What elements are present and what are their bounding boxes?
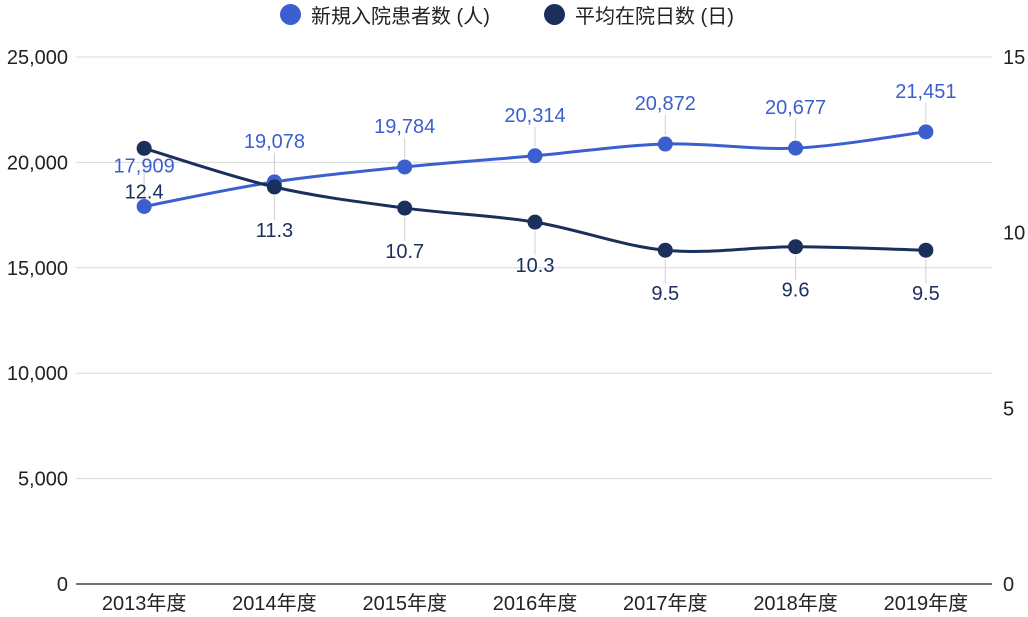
right-axis-tick-label: 15 bbox=[1003, 47, 1025, 69]
data-label-series-1: 20,314 bbox=[504, 105, 565, 127]
data-point-series-2 bbox=[136, 140, 152, 156]
data-label-series-1: 20,872 bbox=[635, 93, 696, 115]
legend-item-average-stay: 平均在院日数 (日) bbox=[544, 1, 734, 28]
data-point-series-1 bbox=[657, 136, 673, 152]
left-axis-tick-label: 25,000 bbox=[7, 47, 68, 69]
data-point-series-1 bbox=[788, 140, 804, 156]
chart-legend: 新規入院患者数 (人) 平均在院日数 (日) bbox=[0, 0, 1028, 30]
data-point-series-2 bbox=[527, 214, 543, 230]
data-point-series-2 bbox=[918, 242, 934, 258]
data-point-series-2 bbox=[397, 200, 413, 216]
x-axis: 2013年度 2014年度 2015年度 2016年度 2017年度 2018年度 2019… bbox=[102, 592, 968, 615]
left-axis-tick-label: 20,000 bbox=[7, 152, 68, 174]
left-axis-tick-label: 0 bbox=[57, 574, 68, 596]
right-axis-tick-label: 0 bbox=[1003, 574, 1014, 596]
data-label-series-2: 12.4 bbox=[125, 181, 164, 203]
x-axis-tick-label: 2019年度 bbox=[884, 592, 969, 615]
right-axis-tick-label: 5 bbox=[1003, 398, 1014, 420]
data-label-series-2: 9.5 bbox=[651, 283, 679, 305]
x-axis-tick-label: 2016年度 bbox=[493, 592, 578, 615]
gridlines bbox=[76, 56, 992, 585]
legend-label-new-admissions: 新規入院患者数 (人) bbox=[311, 5, 490, 28]
data-label-series-2: 11.3 bbox=[256, 220, 293, 242]
left-axis-tick-label: 10,000 bbox=[7, 363, 68, 385]
x-axis-tick-label: 2018年度 bbox=[753, 592, 838, 615]
data-label-series-1: 19,784 bbox=[374, 116, 435, 138]
x-axis-tick-label: 2013年度 bbox=[102, 592, 187, 615]
data-label-series-1: 21,451 bbox=[895, 81, 956, 103]
x-axis-tick-label: 2015年度 bbox=[362, 592, 447, 615]
data-label-series-2: 10.3 bbox=[516, 255, 555, 277]
data-label-leaders bbox=[143, 102, 927, 284]
data-label-series-2: 9.6 bbox=[782, 280, 810, 302]
data-label-series-2: 9.5 bbox=[912, 283, 940, 305]
legend-dot-average-stay bbox=[544, 3, 565, 25]
legend-item-new-admissions: 新規入院患者数 (人) bbox=[280, 1, 490, 28]
data-point-series-1 bbox=[136, 198, 152, 214]
left-axis: 0 5,000 10,000 15,000 20,000 25,000 bbox=[7, 47, 68, 596]
left-axis-tick-label: 15,000 bbox=[7, 258, 68, 280]
right-axis: 0 5 10 15 bbox=[1003, 47, 1025, 596]
series-points bbox=[136, 124, 934, 258]
data-label-series-2: 10.7 bbox=[385, 241, 424, 263]
left-axis-tick-label: 5,000 bbox=[18, 469, 68, 491]
data-point-series-2 bbox=[657, 242, 673, 258]
x-axis-tick-label: 2017年度 bbox=[623, 592, 708, 615]
legend-dot-new-admissions bbox=[280, 3, 301, 25]
data-point-series-1 bbox=[918, 124, 934, 140]
legend-label-average-stay: 平均在院日数 (日) bbox=[575, 5, 734, 28]
data-point-series-2 bbox=[788, 239, 804, 255]
data-label-series-1: 20,677 bbox=[765, 97, 826, 119]
data-label-series-1: 19,078 bbox=[244, 131, 305, 153]
data-labels: 17,909 19,078 19,784 20,314 20,872 20,677 21,4… bbox=[114, 81, 957, 305]
x-axis-tick-label: 2014年度 bbox=[232, 592, 317, 615]
data-point-series-2 bbox=[266, 179, 282, 195]
data-label-series-1: 17,909 bbox=[114, 155, 175, 177]
right-axis-tick-label: 10 bbox=[1003, 223, 1025, 245]
data-point-series-1 bbox=[527, 148, 543, 164]
data-point-series-1 bbox=[397, 159, 413, 175]
